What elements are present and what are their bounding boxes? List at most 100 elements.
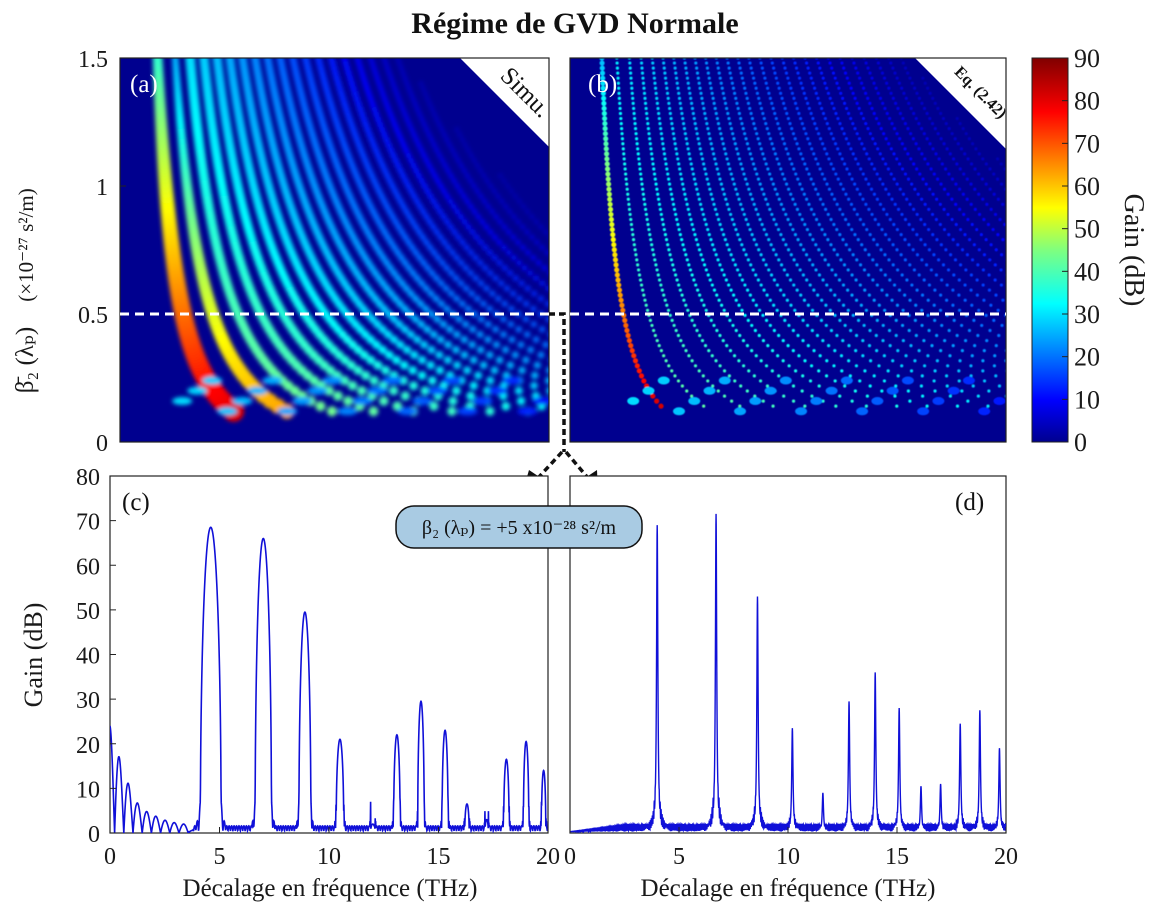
gain-band-mark — [428, 137, 435, 143]
gain-band-mark — [307, 386, 328, 395]
gain-band-mark — [405, 238, 412, 246]
panel-c-x-axis: 0 5 10 15 20 — [104, 827, 560, 870]
gain-band-mark — [818, 354, 822, 358]
gain-band-mark — [684, 303, 688, 307]
gain-band-mark — [878, 96, 883, 100]
gain-band-mark — [392, 157, 399, 164]
gain-band-mark — [996, 308, 1000, 312]
gain-band-mark — [616, 76, 620, 80]
gain-band-mark — [495, 295, 502, 302]
gain-band-mark — [357, 65, 364, 72]
gain-band-mark — [708, 187, 712, 191]
gain-band-mark — [277, 407, 298, 416]
gain-band-mark — [546, 387, 549, 395]
gain-band-mark — [772, 303, 776, 307]
gain-band-mark — [923, 202, 927, 206]
gain-band-mark — [864, 121, 868, 126]
gain-band-mark — [754, 354, 758, 358]
gain-band-mark — [751, 162, 756, 166]
gain-band-mark — [508, 305, 515, 312]
gain-band-mark — [465, 224, 472, 230]
gain-band-mark — [728, 121, 732, 126]
gain-band-mark — [669, 258, 674, 262]
gain-band-mark — [868, 132, 872, 136]
gain-band-mark — [992, 364, 997, 368]
gain-band-mark — [772, 328, 776, 333]
gain-band-mark — [878, 66, 883, 70]
gain-band-mark — [922, 278, 926, 282]
gain-band-mark — [507, 270, 513, 276]
gain-band-mark — [351, 90, 359, 98]
gain-band-mark — [466, 391, 475, 401]
gain-band-mark — [903, 293, 907, 297]
gain-band-mark — [408, 244, 416, 251]
gain-band-mark — [430, 249, 438, 256]
gain-band-mark — [705, 177, 709, 181]
gain-band-mark — [719, 81, 723, 85]
gain-band-mark — [355, 100, 362, 108]
gain-band-mark — [1007, 172, 1010, 175]
gain-band-mark — [418, 279, 426, 287]
gain-band-mark — [314, 58, 322, 62]
gain-band-mark — [799, 81, 803, 85]
gain-band-mark — [383, 136, 390, 144]
gain-band-mark — [527, 346, 535, 354]
gain-band-mark — [783, 66, 787, 70]
gain-band-mark — [386, 70, 393, 77]
gain-band-mark — [508, 336, 516, 343]
gain-band-mark — [436, 335, 445, 344]
gain-band-mark — [848, 374, 852, 378]
gain-band-mark — [860, 243, 864, 247]
gain-band-mark — [845, 76, 849, 80]
gain-band-mark — [676, 333, 681, 338]
gain-band-mark — [360, 75, 367, 82]
gain-band-mark — [472, 254, 479, 261]
gain-band-mark — [787, 364, 791, 368]
gain-band-mark — [951, 344, 955, 348]
gain-band-mark — [630, 227, 634, 232]
gain-band-mark — [900, 86, 904, 90]
gain-band-mark — [920, 197, 924, 201]
gain-band-mark — [666, 96, 670, 100]
gain-band-mark — [886, 386, 899, 395]
gain-band-mark — [800, 187, 804, 191]
gain-band-mark — [672, 323, 676, 328]
gain-band-mark — [714, 253, 718, 257]
gain-band-mark — [405, 182, 412, 190]
gain-band-mark — [923, 222, 927, 227]
gain-band-mark — [976, 333, 980, 338]
gain-band-mark — [789, 192, 793, 196]
gain-band-mark — [458, 300, 466, 308]
gain-band-mark — [784, 182, 789, 186]
gain-band-mark — [700, 207, 704, 211]
gain-band-mark — [696, 137, 700, 141]
gain-band-mark — [963, 338, 968, 343]
gain-band-mark — [847, 222, 851, 227]
gain-band-mark — [785, 298, 789, 302]
gain-band-mark — [632, 116, 637, 121]
gain-band-mark — [401, 233, 409, 241]
gain-band-mark — [933, 369, 937, 373]
gain-band-mark — [808, 71, 812, 75]
gain-band-mark — [827, 344, 831, 348]
gain-band-mark — [838, 394, 842, 398]
gain-band-mark — [389, 116, 396, 123]
gain-band-mark — [906, 389, 910, 393]
gain-band-mark — [673, 142, 677, 146]
gain-band-mark — [675, 278, 679, 282]
gain-band-mark — [932, 253, 936, 257]
gain-band-mark — [887, 328, 892, 333]
gain-band-mark — [432, 295, 440, 303]
gain-band-mark — [738, 66, 742, 70]
gain-band-mark — [662, 227, 666, 232]
gain-band-mark — [476, 330, 484, 339]
gain-band-mark — [896, 106, 900, 111]
gain-band-mark — [829, 243, 833, 247]
gain-band-mark — [486, 305, 493, 313]
gain-band-mark — [727, 116, 731, 121]
gain-band-mark — [669, 116, 673, 121]
gain-band-mark — [386, 264, 394, 272]
gain-band-mark — [383, 101, 390, 108]
gain-band-mark — [854, 349, 858, 353]
gain-band-mark — [698, 293, 702, 297]
